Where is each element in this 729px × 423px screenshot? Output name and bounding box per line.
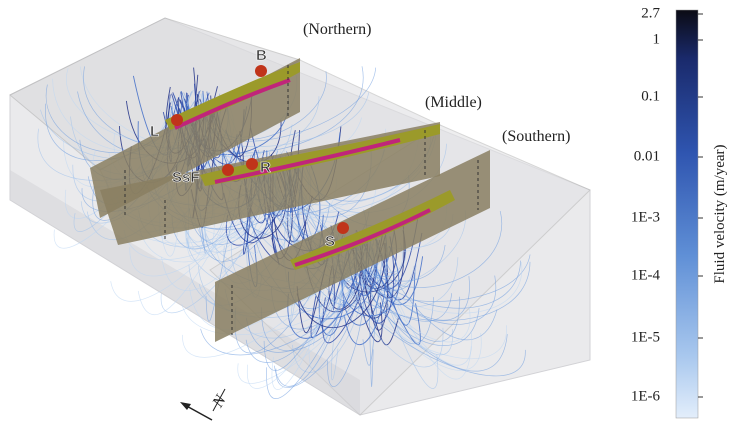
point-label: L	[150, 123, 159, 140]
region-label: (Northern)	[303, 21, 371, 38]
point-label: R	[260, 159, 271, 176]
colorbar-tick-label: 1E-6	[631, 388, 661, 404]
compass: N	[180, 389, 230, 420]
region-label: (Southern)	[502, 128, 570, 145]
point-label: B	[256, 47, 267, 64]
point-label: S	[325, 233, 335, 250]
colorbar-tick-label: 0.01	[634, 148, 660, 164]
colorbar-tick-label: 1	[653, 31, 661, 47]
colorbar-tick-label: 0.1	[641, 88, 660, 104]
colorbar: 2.7 1 0.1 0.01 1E-3 1E-4 1E-5 1E-6 Fluid veloci…	[631, 5, 728, 418]
region-label: (Middle)	[425, 94, 482, 111]
compass-label: N	[209, 391, 230, 411]
colorbar-tick-label: 1E-5	[631, 329, 660, 345]
colorbar-scale	[676, 10, 698, 418]
point-label: SsF	[172, 169, 200, 186]
colorbar-tick-label: 1E-3	[631, 209, 660, 225]
colorbar-tick-label: 2.7	[641, 5, 660, 21]
colorbar-tick-label: 1E-4	[631, 267, 661, 283]
figure: (Northern) (Middle) (Southern) B L SsF R…	[0, 0, 729, 423]
colorbar-title: Fluid velocity (m/year)	[712, 144, 728, 283]
